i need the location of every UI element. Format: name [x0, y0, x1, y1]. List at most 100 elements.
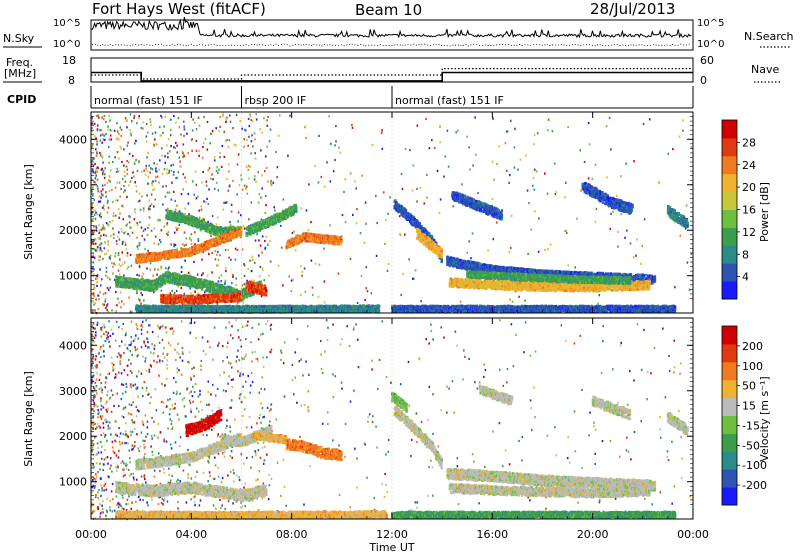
speckle-cell	[191, 150, 193, 152]
speckle-cell	[102, 156, 104, 158]
speckle-cell	[107, 182, 109, 184]
speckle-cell	[210, 178, 212, 180]
speckle-cell	[509, 299, 511, 301]
speckle-cell	[139, 221, 141, 223]
speckle-cell	[112, 227, 114, 229]
speckle-cell	[134, 181, 136, 183]
speckle-cell	[100, 235, 102, 237]
speckle-cell	[199, 217, 201, 219]
speckle-cell	[150, 268, 152, 270]
speckle-cell	[181, 287, 183, 289]
speckle-cell	[113, 263, 115, 265]
speckle-cell	[266, 167, 268, 169]
speckle-cell	[106, 253, 108, 255]
speckle-cell	[218, 130, 220, 132]
speckle-cell	[120, 126, 122, 128]
speckle-cell	[165, 196, 167, 198]
speckle-cell	[184, 245, 186, 247]
speckle-cell	[144, 239, 146, 241]
speckle-cell	[528, 202, 530, 204]
speckle-cell	[151, 182, 153, 184]
echo-cell-1	[295, 210, 297, 213]
speckle-cell	[138, 160, 140, 162]
speckle-cell	[440, 198, 442, 200]
speckle-cell	[633, 160, 635, 162]
speckle-cell	[141, 195, 143, 197]
speckle-cell	[448, 166, 450, 168]
speckle-cell	[640, 263, 642, 265]
speckle-cell	[260, 149, 262, 151]
speckle-cell	[247, 193, 249, 195]
speckle-cell	[118, 208, 120, 210]
speckle-cell	[104, 173, 106, 175]
speckle-cell	[620, 175, 622, 177]
speckle-cell	[329, 224, 331, 226]
speckle-cell	[195, 171, 197, 173]
speckle-cell	[258, 255, 260, 257]
speckle-cell	[305, 291, 307, 293]
speckle-cell	[198, 155, 200, 157]
speckle-cell	[120, 265, 122, 267]
speckle-cell	[217, 216, 219, 218]
speckle-cell	[117, 151, 119, 153]
speckle-cell	[426, 196, 428, 198]
speckle-cell	[170, 129, 172, 131]
speckle-cell	[566, 232, 568, 234]
speckle-cell	[187, 152, 189, 154]
speckle-cell	[107, 129, 109, 131]
speckle-cell	[381, 129, 383, 131]
speckle-cell	[106, 305, 108, 307]
speckle-cell	[372, 144, 374, 146]
speckle-cell	[468, 240, 470, 242]
speckle-cell	[580, 190, 582, 192]
speckle-cell	[179, 126, 181, 128]
speckle-cell	[658, 182, 660, 184]
speckle-cell	[219, 152, 221, 154]
freq-panel-frame	[91, 58, 693, 82]
speckle-cell	[324, 186, 326, 188]
speckle-cell	[151, 203, 153, 205]
echo-cell-4	[150, 289, 152, 292]
speckle-cell	[146, 194, 148, 196]
speckle-cell	[211, 173, 213, 175]
speckle-cell	[215, 250, 217, 252]
speckle-cell	[263, 279, 265, 281]
speckle-cell	[109, 256, 111, 258]
speckle-cell	[385, 219, 387, 221]
speckle-cell	[183, 135, 185, 137]
echo-cell-5	[265, 289, 267, 292]
speckle-cell	[101, 229, 103, 231]
speckle-cell	[293, 279, 295, 281]
speckle-cell	[173, 171, 175, 173]
speckle-cell	[236, 114, 238, 116]
speckle-cell	[532, 185, 534, 187]
speckle-cell	[101, 278, 103, 280]
speckle-cell	[534, 210, 536, 212]
speckle-cell	[250, 152, 252, 154]
speckle-cell	[343, 191, 345, 193]
speckle-cell	[194, 122, 196, 124]
speckle-cell	[382, 148, 384, 150]
speckle-cell	[222, 145, 224, 147]
speckle-cell	[149, 217, 151, 219]
speckle-cell	[219, 126, 221, 128]
speckle-cell	[114, 130, 116, 132]
speckle-cell	[229, 114, 231, 116]
speckle-cell	[470, 257, 472, 259]
speckle-cell	[159, 159, 161, 161]
speckle-cell	[170, 164, 172, 166]
speckle-cell	[232, 127, 234, 129]
speckle-cell	[170, 134, 172, 136]
speckle-cell	[237, 220, 239, 222]
speckle-cell	[181, 271, 183, 273]
speckle-cell	[175, 177, 177, 179]
speckle-cell	[311, 260, 313, 262]
speckle-cell	[323, 248, 325, 250]
speckle-cell	[110, 134, 112, 136]
nave-label: Nave	[751, 63, 779, 76]
speckle-cell	[190, 239, 192, 241]
nave-trace	[91, 69, 693, 79]
speckle-cell	[153, 162, 155, 164]
speckle-cell	[328, 115, 330, 117]
